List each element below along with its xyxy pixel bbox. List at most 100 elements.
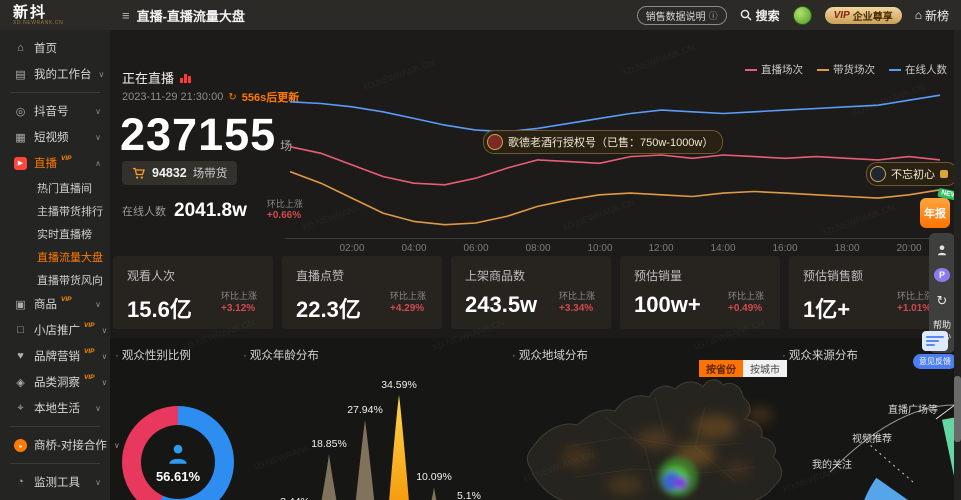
search-label: 搜索 (755, 8, 780, 23)
stat-card-likes: 直播点赞 22.3亿 环比上涨 +4.29% (282, 256, 442, 329)
age-distribution-chart[interactable] (243, 380, 473, 500)
legend-cart-sessions[interactable]: 带货场次 (817, 62, 875, 77)
region-mode-toggle: 按省份 按城市 (699, 360, 787, 377)
x-axis-ticks: 02:00 04:00 06:00 08:00 10:00 12:00 14:0… (285, 243, 945, 255)
stat-trend: 环比上涨 +3.34% (559, 291, 595, 315)
section-title: 观众地域分布 (518, 350, 588, 362)
annual-report-button[interactable]: 年报 (920, 198, 950, 228)
logo[interactable]: 新抖 XD.NEWRANK.CN (0, 5, 110, 26)
sidebar-item-category-insight[interactable]: ◈ 品类洞察 VIP ∨ (0, 369, 110, 395)
scrollbar-track[interactable] (954, 30, 961, 500)
feedback-icon[interactable] (922, 331, 948, 351)
community-icon[interactable]: P (934, 268, 950, 282)
sidebar-subitem-realtime-ranking[interactable]: 实时直播榜 (0, 222, 110, 245)
shop-icon: □ (17, 324, 24, 336)
vip-tag: VIP (61, 296, 72, 303)
cart-icon (133, 167, 145, 179)
sidebar-label: 商品 (34, 299, 57, 311)
sidebar: ⌂ 首页 ▤ 我的工作台 ∨ ◎ 抖音号 ∨ ▦ 短视频 ∨ ▶ 直播 VIP … (0, 30, 120, 500)
sidebar-subitem-hot-rooms[interactable]: 热门直播间 (0, 176, 110, 199)
search-button[interactable]: 搜索 (740, 7, 780, 24)
age-peak (355, 419, 375, 500)
vip-badge[interactable]: VIP 企业尊享 (824, 6, 902, 24)
vip-mark: VIP (833, 9, 850, 21)
live-total: 237155 场 (120, 112, 293, 157)
age-percent-label: 18.85% (311, 438, 347, 451)
stat-value: 22.3亿 (296, 297, 361, 322)
legend-live-sessions[interactable]: 直播场次 (745, 62, 803, 77)
chevron-down-icon: ∨ (101, 325, 108, 335)
streamer-badge-2[interactable]: 不忘初心 (866, 162, 958, 186)
sales-data-note-button[interactable]: 销售数据说明 ⓘ (636, 5, 727, 25)
search-icon (740, 9, 752, 21)
sidebar-sublabel: 主播带货排行 (37, 205, 103, 218)
sidebar-item-business-bridge[interactable]: ◒ 商桥-对接合作 ∨ (0, 432, 120, 458)
logo-text: 新抖 (13, 3, 48, 21)
trend-value: +0.49% (727, 302, 763, 314)
sidebar-item-home[interactable]: ⌂ 首页 (0, 35, 110, 61)
sidebar-label: 监测工具 (34, 477, 80, 489)
chevron-down-icon: ∨ (95, 299, 101, 309)
bullet: · (512, 350, 516, 362)
chevron-down-icon: ∨ (113, 440, 120, 450)
section-title: 观众性别比例 (121, 350, 191, 362)
live-bars-icon (180, 73, 191, 83)
stat-card-sales-volume: 预估销量 100w+ 环比上涨 +0.49% (620, 256, 780, 329)
legend-online-count[interactable]: 在线人数 (889, 62, 947, 77)
sidebar-item-monitor-tools[interactable]: ◔ 监测工具 ∨ (0, 469, 110, 495)
newrank-home-link[interactable]: ⌂ 新榜 (915, 7, 949, 24)
section-title-age: · 观众年龄分布 (243, 347, 319, 363)
search-icon: ◎ (15, 105, 26, 118)
vip-tag: VIP (84, 374, 95, 381)
sidebar-item-workbench[interactable]: ▤ 我的工作台 ∨ (0, 61, 110, 87)
sidebar-label: 直播 (34, 158, 57, 170)
sidebar-sublabel: 直播带货风向 (37, 274, 103, 287)
chevron-up-icon: ∧ (95, 158, 101, 168)
toggle-by-city[interactable]: 按城市 (743, 360, 787, 377)
sidebar-item-shop-promotion[interactable]: □ 小店推广 VIP ∨ (0, 317, 110, 343)
male-person-icon (169, 444, 187, 464)
sidebar-subitem-traffic-overview[interactable]: 直播流量大盘 (0, 245, 110, 268)
feedback-button[interactable]: 意见反馈 (913, 354, 957, 369)
sidebar-item-goods[interactable]: ▣ 商品 VIP ∨ (0, 291, 110, 317)
chart-legend: 直播场次 带货场次 在线人数 (745, 62, 947, 77)
sidebar-item-short-video[interactable]: ▦ 短视频 ∨ (0, 124, 110, 150)
age-percent-label: 10.09% (416, 471, 452, 483)
refresh-icon: ↻ (228, 91, 237, 103)
chevron-down-icon: ∨ (95, 403, 101, 413)
sidebar-divider (10, 92, 100, 93)
hamburger-icon[interactable]: ≡ (122, 7, 130, 23)
refresh-icon[interactable]: ↻ (936, 292, 948, 308)
stat-trend: 环比上涨 +3.12% (221, 291, 257, 315)
sidebar-item-personal-center[interactable]: ♟ 个人中心 ∨ (0, 495, 110, 500)
toggle-by-province[interactable]: 按省份 (699, 360, 743, 377)
china-heatmap[interactable] (505, 377, 835, 500)
user-avatar[interactable] (792, 5, 812, 25)
slice-video-feed (864, 477, 909, 500)
rose-label-leader (935, 403, 957, 420)
live-total-count: 237155 (120, 109, 277, 160)
sidebar-subitem-commerce-trend[interactable]: 直播带货风向 (0, 268, 110, 291)
sidebar-item-brand-marketing[interactable]: ♥ 品牌营销 VIP ∨ (0, 343, 110, 369)
traffic-line-chart[interactable] (285, 56, 945, 236)
series-直播场次 (289, 145, 941, 186)
streamer-badge-1[interactable]: 歌德老酒行授权号（已售：750w-1000w） (483, 130, 724, 154)
streamer-avatar (870, 166, 886, 182)
trend-value: +3.34% (558, 302, 594, 314)
stat-trend: 环比上涨 +0.49% (728, 291, 764, 315)
grid-icon: ▦ (15, 131, 26, 144)
gender-donut-chart[interactable]: 56.61% (122, 406, 234, 500)
x-tick: 06:00 (463, 243, 489, 254)
sidebar-item-douyin-account[interactable]: ◎ 抖音号 ∨ (0, 98, 110, 124)
contact-person-icon[interactable] (935, 243, 949, 257)
sidebar-item-live[interactable]: ▶ 直播 VIP ∧ (0, 150, 110, 176)
sidebar-subitem-host-ranking[interactable]: 主播带货排行 (0, 199, 110, 222)
x-tick: 18:00 (834, 243, 860, 254)
scrollbar-thumb[interactable] (954, 376, 961, 442)
bullet: · (115, 350, 119, 362)
vip-tag: VIP (84, 322, 95, 329)
vip-tag: VIP (61, 155, 72, 162)
page-title: 直播-直播流量大盘 (136, 8, 245, 24)
trend-label: 环比上涨 (896, 291, 933, 302)
sidebar-item-local-life[interactable]: ⌖ 本地生活 ∨ (0, 395, 110, 421)
